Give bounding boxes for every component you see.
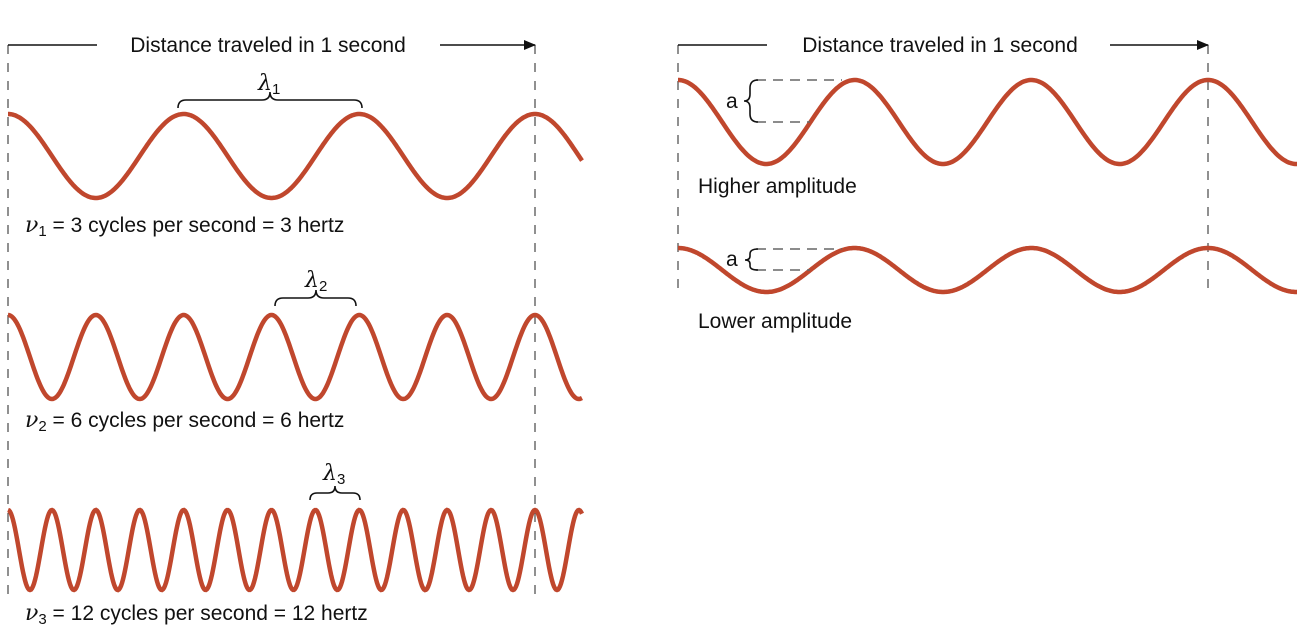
distance-label: Distance traveled in 1 second <box>802 34 1078 57</box>
frequency-3-label: ν3 = 12 cycles per second = 12 hertz <box>25 601 368 628</box>
lower-amplitude-caption: Lower amplitude <box>698 310 852 333</box>
higher-amplitude-wave <box>678 77 1297 167</box>
amplitude-brace-low <box>744 248 759 271</box>
right-waves <box>678 77 1297 295</box>
wave-1 <box>8 111 584 201</box>
lower-amplitude-wave <box>678 245 1297 295</box>
frequency-1-label: ν1 = 3 cycles per second = 3 hertz <box>25 213 344 240</box>
wavelength-1-label: λ1 <box>257 71 280 98</box>
wave-3 <box>7 507 585 593</box>
amplitude-label-low: a <box>726 248 738 271</box>
wavelength-3-brace <box>309 485 361 501</box>
amplitude-brace-high <box>743 79 759 123</box>
amplitude-label-high: a <box>726 90 738 113</box>
higher-amplitude-caption: Higher amplitude <box>698 175 857 198</box>
left-waves <box>7 111 585 593</box>
wavelength-2-brace <box>274 289 357 307</box>
amplitude-guide-lines-low <box>756 248 842 271</box>
wavelength-1-brace <box>177 91 363 109</box>
frequency-2-label: ν2 = 6 cycles per second = 6 hertz <box>25 408 344 435</box>
wave-2 <box>7 312 584 402</box>
wavelength-2-label: λ2 <box>304 268 327 295</box>
wavelength-3-label: λ3 <box>322 461 345 488</box>
right-panel: Distance traveled in 1 second a Higher a… <box>677 34 1297 333</box>
distance-label: Distance traveled in 1 second <box>130 34 406 57</box>
amplitude-guide-lines-high <box>756 79 842 123</box>
left-panel: Distance traveled in 1 second λ1 ν1 = 3 … <box>7 34 585 628</box>
